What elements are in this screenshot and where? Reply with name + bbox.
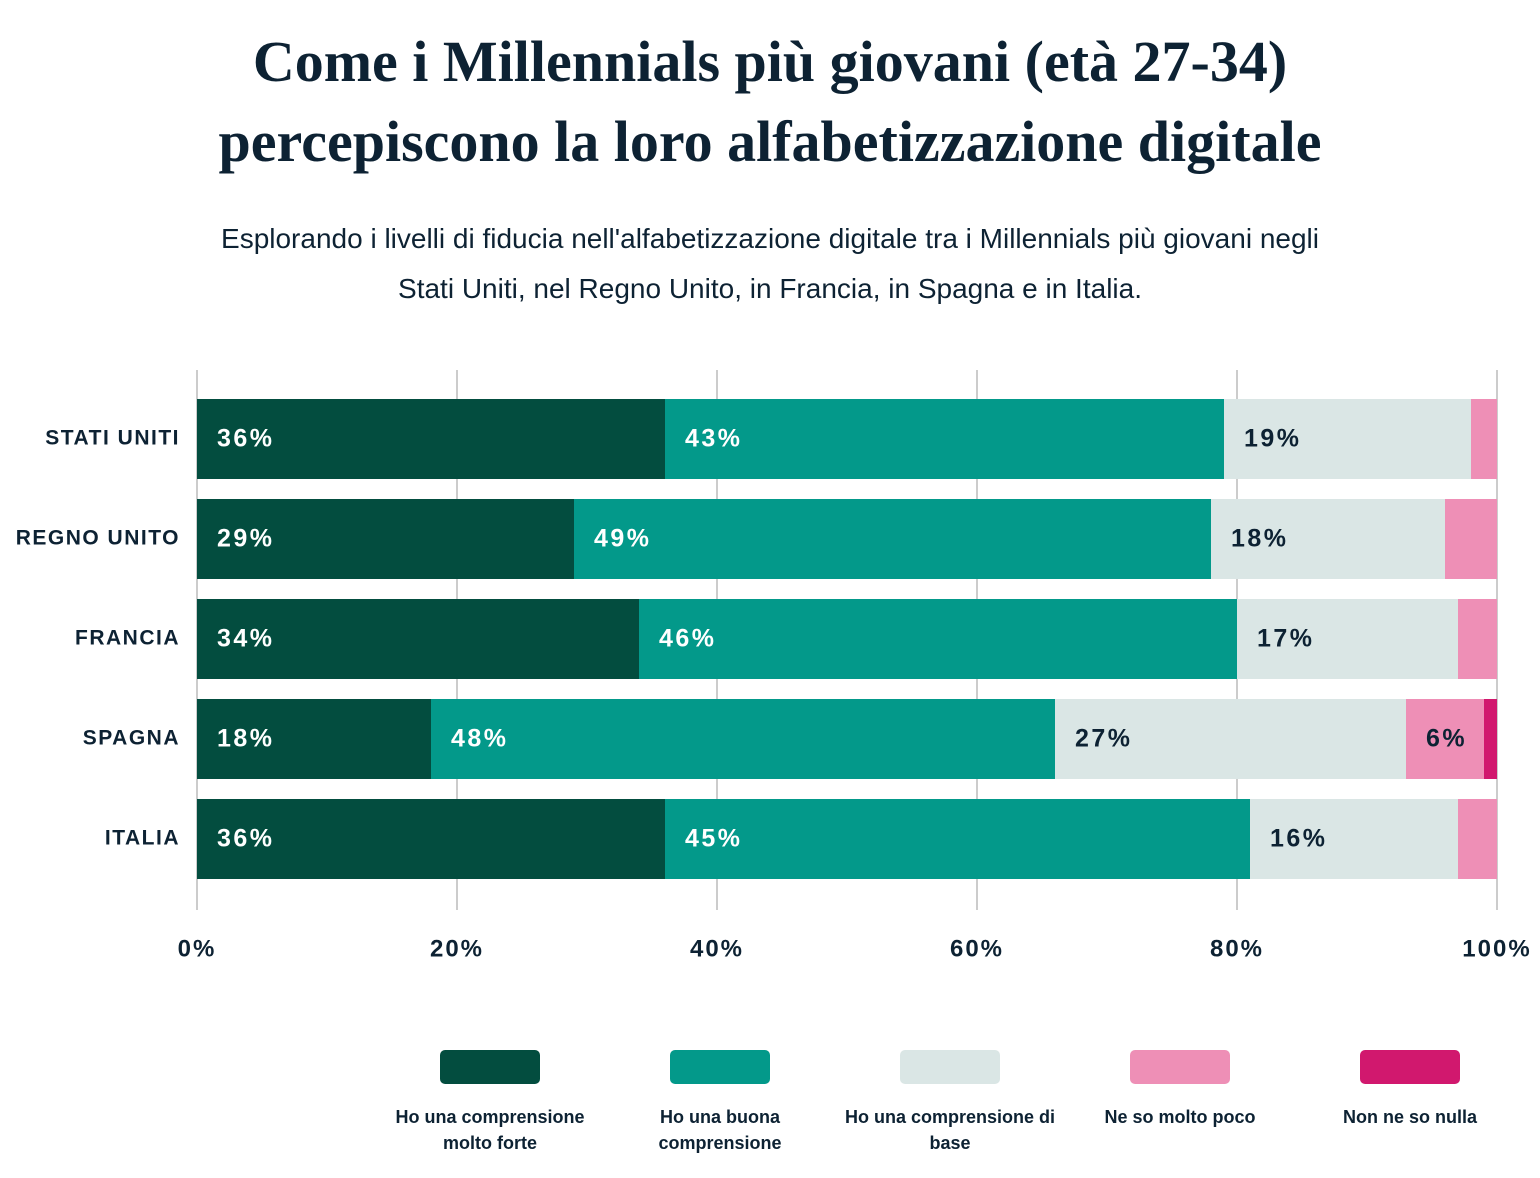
value-label: 18% bbox=[217, 725, 275, 753]
y-tick-label: ITALIA bbox=[105, 827, 180, 850]
bar-segment bbox=[1237, 599, 1458, 679]
legend-item: Ho una comprensione molto forte bbox=[375, 1050, 605, 1156]
legend-item: Non ne so nulla bbox=[1295, 1050, 1525, 1156]
bar-segment bbox=[1211, 499, 1445, 579]
value-label: 49% bbox=[594, 525, 652, 553]
x-tick-label: 0% bbox=[178, 935, 217, 962]
value-label: 36% bbox=[217, 425, 275, 453]
bar-segment bbox=[665, 799, 1250, 879]
legend-swatch bbox=[670, 1050, 770, 1084]
bar-segment bbox=[197, 599, 639, 679]
chart-subtitle: Esplorando i livelli di fiducia nell'alf… bbox=[221, 223, 1319, 304]
value-label: 17% bbox=[1257, 625, 1315, 653]
y-tick-label: FRANCIA bbox=[75, 627, 180, 650]
chart: 0% 20% 40% 60% 80% 100% STATI UNITI 36% 43% 19% RE… bbox=[16, 370, 1531, 962]
legend: Ho una comprensione molto forte Ho una bu… bbox=[375, 1050, 1525, 1156]
x-tick-label: 100% bbox=[1462, 935, 1531, 962]
y-tick-label: SPAGNA bbox=[83, 727, 180, 750]
legend-item: Ho una comprensione di base bbox=[835, 1050, 1065, 1156]
legend-swatch bbox=[440, 1050, 540, 1084]
x-tick-label: 40% bbox=[690, 935, 744, 962]
legend-label: Ho una buona comprensione bbox=[658, 1107, 782, 1153]
legend-swatch bbox=[900, 1050, 1000, 1084]
bar-segment bbox=[1458, 599, 1497, 679]
bar-segment bbox=[197, 699, 431, 779]
value-label: 19% bbox=[1244, 425, 1302, 453]
value-label: 16% bbox=[1270, 825, 1328, 853]
legend-swatch bbox=[1130, 1050, 1230, 1084]
value-label: 18% bbox=[1231, 525, 1289, 553]
legend-label: Ho una comprensione molto forte bbox=[395, 1107, 585, 1153]
bar-segment bbox=[197, 799, 665, 879]
x-tick-label: 80% bbox=[1210, 935, 1264, 962]
value-label: 27% bbox=[1075, 725, 1133, 753]
bar-segment bbox=[574, 499, 1211, 579]
value-label: 43% bbox=[685, 425, 743, 453]
legend-label: Ho una comprensione di base bbox=[844, 1107, 1056, 1153]
legend-item: Ho una buona comprensione bbox=[605, 1050, 835, 1156]
value-label: 46% bbox=[659, 625, 717, 653]
value-label: 48% bbox=[451, 725, 509, 753]
bar-segment bbox=[1458, 799, 1497, 879]
chart-title: Come i Millennials più giovani (età 27-3… bbox=[218, 29, 1322, 174]
value-label: 36% bbox=[217, 825, 275, 853]
bar-segment bbox=[639, 599, 1237, 679]
value-label: 6% bbox=[1426, 725, 1467, 753]
bar-segment bbox=[197, 399, 665, 479]
bar-segment bbox=[1224, 399, 1471, 479]
legend-item: Ne so molto poco bbox=[1065, 1050, 1295, 1156]
bar-segment bbox=[1250, 799, 1458, 879]
bar-segment bbox=[1055, 699, 1406, 779]
legend-label: Non ne so nulla bbox=[1342, 1107, 1477, 1127]
value-label: 29% bbox=[217, 525, 275, 553]
value-label: 45% bbox=[685, 825, 743, 853]
x-tick-label: 20% bbox=[430, 935, 484, 962]
legend-swatch bbox=[1360, 1050, 1460, 1084]
y-tick-label: REGNO UNITO bbox=[16, 527, 180, 550]
bar-segment bbox=[665, 399, 1224, 479]
bar-segment bbox=[431, 699, 1055, 779]
y-tick-label: STATI UNITI bbox=[45, 427, 180, 450]
bar-segment bbox=[1484, 699, 1497, 779]
bar-segment bbox=[1445, 499, 1497, 579]
bar-segment bbox=[1471, 399, 1497, 479]
bar-segment bbox=[197, 499, 574, 579]
legend-label: Ne so molto poco bbox=[1104, 1107, 1256, 1127]
bar-segment bbox=[1406, 699, 1484, 779]
x-tick-label: 60% bbox=[950, 935, 1004, 962]
value-label: 34% bbox=[217, 625, 275, 653]
